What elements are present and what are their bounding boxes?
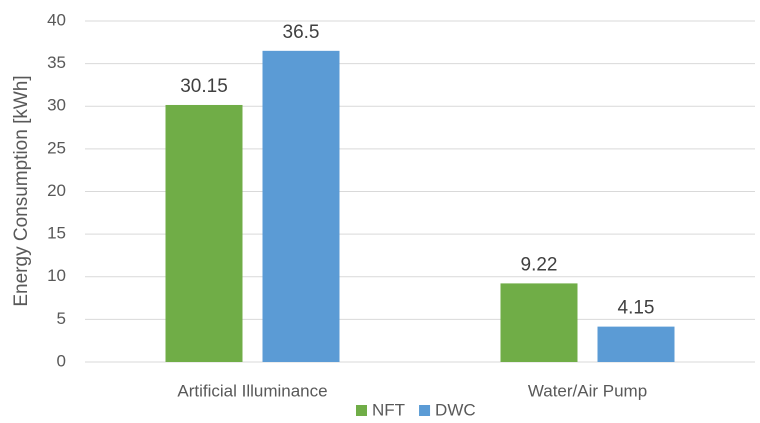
legend-swatch xyxy=(419,405,431,416)
y-tick-label: 0 xyxy=(57,351,66,370)
data-label: 30.15 xyxy=(180,76,228,97)
x-tick-label: Artificial Illuminance xyxy=(177,381,327,400)
y-tick-label: 35 xyxy=(47,53,66,72)
data-label: 9.22 xyxy=(521,254,558,275)
y-tick-label: 30 xyxy=(47,96,66,115)
y-tick-label: 25 xyxy=(47,138,66,157)
legend-label: DWC xyxy=(435,400,476,419)
legend-swatch xyxy=(356,405,367,416)
y-tick-label: 20 xyxy=(47,181,66,200)
y-axis-label: Energy Consumption [kWh] xyxy=(11,75,32,306)
y-tick-label: 5 xyxy=(57,309,66,328)
y-tick-label: 15 xyxy=(47,224,66,243)
data-label: 36.5 xyxy=(283,22,320,43)
x-tick-label: Water/Air Pump xyxy=(528,381,647,400)
bar xyxy=(597,326,675,362)
y-tick-label: 40 xyxy=(47,10,66,29)
y-tick-label: 10 xyxy=(47,266,66,285)
bar xyxy=(262,50,340,363)
bar xyxy=(500,283,578,362)
data-label: 4.15 xyxy=(618,298,655,319)
bar xyxy=(165,104,243,362)
legend-label: NFT xyxy=(372,400,405,419)
